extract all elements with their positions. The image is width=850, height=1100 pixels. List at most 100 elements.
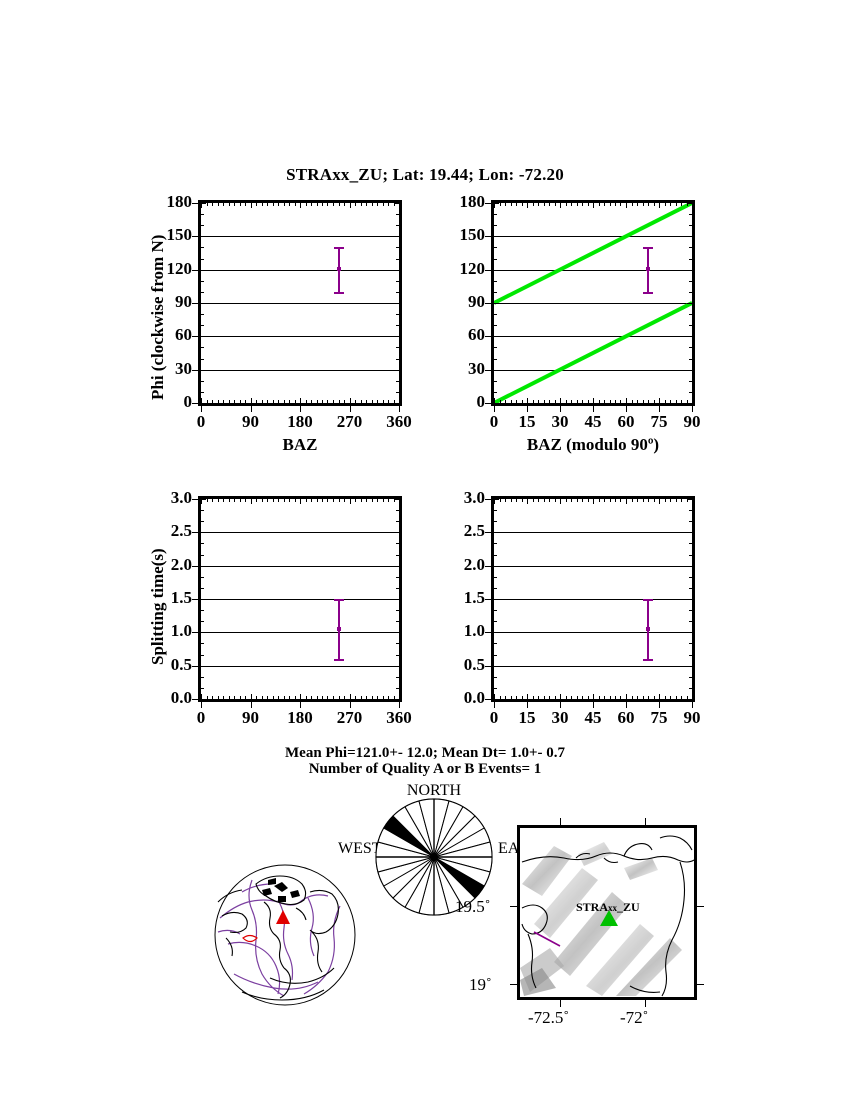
axis-tick — [494, 325, 497, 326]
axis-tick — [687, 203, 688, 206]
axis-tick — [207, 400, 208, 403]
x-tick-mark — [560, 406, 561, 412]
globe-highlight-ellipse — [242, 934, 258, 943]
coastlines — [217, 875, 339, 1001]
axis-tick — [593, 203, 594, 208]
axis-tick — [599, 696, 600, 699]
axis-tick — [659, 694, 660, 699]
axis-tick — [681, 499, 682, 502]
axis-tick — [588, 499, 589, 502]
axis-tick — [201, 499, 202, 504]
axis-tick — [201, 281, 204, 282]
axis-tick — [610, 203, 611, 206]
axis-tick — [632, 203, 633, 206]
y-tick-mark — [192, 632, 198, 634]
axis-tick — [538, 203, 539, 206]
axis-tick — [665, 400, 666, 403]
axis-tick — [620, 696, 621, 699]
axis-tick — [494, 203, 495, 208]
data-point — [646, 266, 650, 271]
axis-tick — [582, 499, 583, 502]
axis-tick — [267, 400, 268, 403]
gridline — [494, 270, 692, 271]
x-tick-mark — [560, 702, 561, 708]
gridline — [494, 370, 692, 371]
axis-tick — [201, 370, 206, 371]
x-tick-mark — [300, 702, 301, 708]
plot-frame-phi-baz-mod90 — [491, 200, 695, 406]
axis-tick — [366, 203, 367, 206]
y-tick-label: 90 — [175, 292, 192, 311]
y-tick-mark — [192, 532, 198, 534]
axis-tick — [201, 666, 206, 667]
axis-tick — [494, 688, 497, 689]
axis-tick — [201, 336, 206, 337]
axis-tick — [207, 499, 208, 502]
axis-tick — [500, 400, 501, 403]
axis-tick — [396, 655, 399, 656]
axis-tick — [201, 499, 206, 500]
axis-tick — [396, 359, 399, 360]
axis-tick — [648, 696, 649, 699]
axis-tick — [394, 303, 399, 304]
axis-tick — [396, 577, 399, 578]
axis-tick — [333, 400, 334, 403]
axis-tick — [689, 347, 692, 348]
axis-tick — [201, 599, 206, 600]
axis-tick — [494, 398, 495, 403]
x-tick-label: 15 — [518, 412, 536, 431]
x-axis-title-baz-mod90: BAZ (modulo 90º) — [526, 435, 660, 454]
x-tick-label: 0 — [196, 708, 206, 727]
axis-tick — [333, 203, 334, 206]
axis-tick — [396, 555, 399, 556]
y-tick-mark — [192, 665, 198, 667]
axis-tick — [494, 347, 497, 348]
axis-tick — [494, 694, 495, 699]
axis-tick — [505, 499, 506, 502]
axis-tick — [355, 696, 356, 699]
axis-tick — [516, 499, 517, 502]
axis-tick — [245, 400, 246, 403]
rose-label-north: NORTH — [406, 782, 462, 799]
axis-tick — [687, 400, 688, 403]
x-tick-label: 30 — [551, 412, 569, 431]
axis-tick — [637, 203, 638, 206]
y-tick-mark — [192, 269, 198, 271]
x-tick-mark — [250, 406, 252, 412]
axis-tick — [522, 696, 523, 699]
x-tick-label: 180 — [287, 708, 313, 727]
y-tick-label: 3.0 — [170, 488, 192, 507]
x-tick-mark — [201, 406, 202, 412]
axis-tick — [333, 499, 334, 502]
axis-tick — [676, 400, 677, 403]
y-tick-label: 0.0 — [463, 688, 485, 707]
axis-tick — [295, 400, 296, 403]
x-tick-label: 270 — [336, 708, 363, 727]
axis-tick — [494, 292, 497, 293]
y-tick-label: 150 — [166, 225, 193, 245]
reference-line-null-direction-lower — [494, 301, 692, 403]
axis-tick — [317, 400, 318, 403]
axis-tick — [396, 688, 399, 689]
axis-tick — [654, 499, 655, 502]
axis-tick — [273, 400, 274, 403]
axis-tick — [344, 696, 345, 699]
axis-tick — [361, 203, 362, 206]
axis-tick — [201, 688, 204, 689]
axis-tick — [505, 696, 506, 699]
axis-tick — [626, 203, 627, 208]
gridline — [494, 532, 692, 533]
axis-tick — [396, 247, 399, 248]
y-tick-mark — [192, 303, 198, 304]
y-tick-label: 90 — [468, 292, 485, 311]
y-tick-mark — [485, 699, 491, 700]
plot-area-dt-baz — [201, 499, 399, 699]
axis-tick — [505, 400, 506, 403]
landmass-shading — [262, 878, 300, 902]
axis-tick — [201, 510, 204, 511]
axis-tick — [560, 398, 561, 403]
axis-tick — [240, 696, 241, 699]
axis-tick — [593, 499, 594, 504]
axis-tick — [593, 694, 594, 699]
y-tick-mark — [192, 499, 198, 500]
